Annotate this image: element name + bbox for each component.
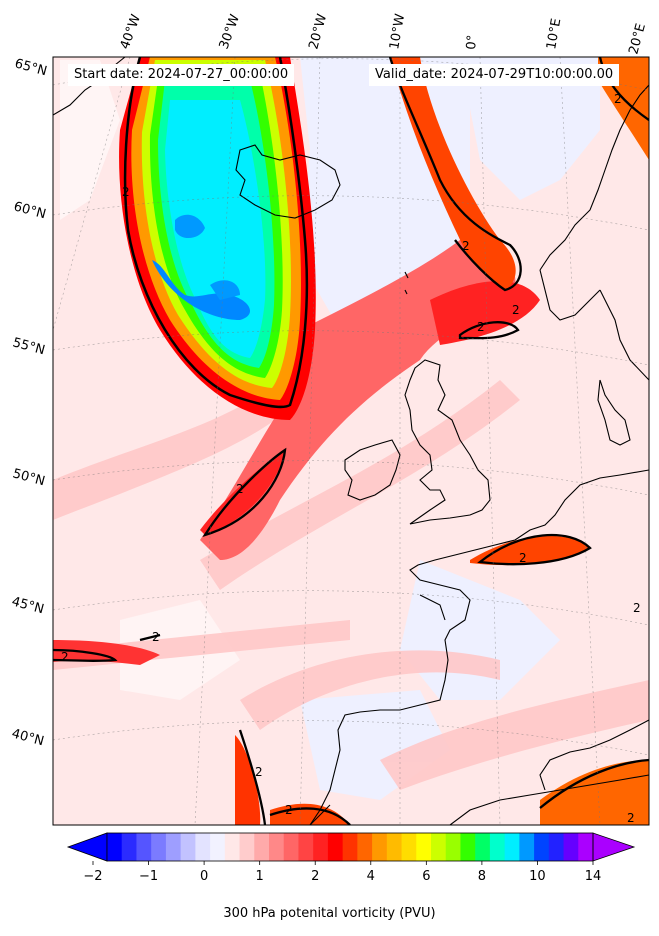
start-date-label: Start date: 2024-07-27_00:00:00 bbox=[68, 64, 295, 86]
colorbar-swatch bbox=[283, 833, 299, 861]
lat-label-50n: 50°N bbox=[11, 466, 47, 489]
lat-label-60n: 60°N bbox=[12, 199, 48, 222]
lon-label-0: 0° bbox=[464, 34, 480, 50]
colorbar-swatch bbox=[416, 833, 432, 861]
colorbar-swatch bbox=[136, 833, 152, 861]
contour-label-5: 2 bbox=[236, 482, 244, 496]
colorbar-swatch bbox=[151, 833, 167, 861]
lon-label-10w: 10°W bbox=[387, 13, 408, 51]
denmark-coast bbox=[597, 379, 631, 446]
contour-label-6: 2 bbox=[519, 551, 527, 565]
colorbar-swatch bbox=[578, 833, 594, 861]
colorbar-tick-label: −2 bbox=[83, 869, 102, 884]
map-frame bbox=[52, 56, 650, 826]
colorbar-swatch bbox=[107, 833, 123, 861]
colorbar-swatch bbox=[269, 833, 285, 861]
lat-label-55n: 55°N bbox=[11, 335, 47, 358]
colorbar-swatch bbox=[372, 833, 388, 861]
colorbar-swatch bbox=[431, 833, 447, 861]
contour-label-10: 2 bbox=[285, 803, 293, 817]
colorbar-extend-high bbox=[592, 832, 636, 862]
contour-label-12: 2 bbox=[633, 601, 641, 615]
colorbar-swatch bbox=[519, 833, 535, 861]
colorbar-swatch bbox=[239, 833, 255, 861]
contour-label-4: 2 bbox=[512, 303, 520, 317]
colorbar-swatch bbox=[224, 833, 241, 861]
contours-2pvu bbox=[53, 57, 649, 825]
colorbar-title: 300 hPa potenital vorticity (PVU) bbox=[223, 906, 436, 921]
colorbar-swatch bbox=[165, 833, 182, 861]
lon-label-30w: 30°W bbox=[217, 12, 243, 51]
colorbar-swatch bbox=[489, 833, 506, 861]
contour-label-3: 2 bbox=[477, 320, 485, 334]
iceland-coast bbox=[235, 144, 341, 219]
colorbar-swatch bbox=[563, 833, 579, 861]
colorbar-tick-label: 0 bbox=[200, 869, 208, 884]
colorbar-swatch bbox=[180, 833, 196, 861]
colorbar-swatch bbox=[121, 833, 137, 861]
contour-label-7: 2 bbox=[152, 630, 160, 644]
colorbar-tick-label: 10 bbox=[529, 869, 546, 884]
graticule bbox=[53, 57, 649, 825]
colorbar-extend-low bbox=[66, 832, 108, 862]
ireland-coast bbox=[344, 439, 401, 501]
latitude-labels: 65°N 60°N 55°N 50°N 45°N 40°N bbox=[10, 56, 49, 749]
pv-trough bbox=[119, 57, 316, 420]
colorbar-swatch bbox=[313, 833, 329, 861]
lat-label-45n: 45°N bbox=[10, 594, 46, 617]
colorbar-tick-label: 14 bbox=[585, 869, 602, 884]
colorbar-tick-label: 6 bbox=[422, 869, 430, 884]
map-area: 2 2 2 2 2 2 2 2 2 2 2 2 2 bbox=[53, 57, 649, 825]
colorbar: −2 −1 0 1 2 4 6 8 10 14 bbox=[66, 832, 636, 884]
contour-label-11: 2 bbox=[627, 811, 635, 825]
contour-label-13: 2 bbox=[614, 92, 622, 106]
lat-label-65n: 65°N bbox=[13, 56, 49, 79]
colorbar-tick-label: 4 bbox=[367, 869, 375, 884]
contour-labels: 2 2 2 2 2 2 2 2 2 2 2 2 2 bbox=[61, 92, 641, 825]
colorbar-swatch bbox=[460, 833, 476, 861]
lon-label-20e: 20°E bbox=[626, 22, 649, 56]
continent-coast bbox=[309, 469, 649, 825]
colorbar-swatch bbox=[298, 833, 314, 861]
colorbar-tick-label: 1 bbox=[256, 869, 264, 884]
lon-label-20w: 20°W bbox=[306, 12, 330, 51]
colorbar-swatch bbox=[504, 833, 520, 861]
colorbar-swatch bbox=[534, 833, 550, 861]
contour-label-8: 2 bbox=[61, 650, 69, 664]
colorbar-swatch bbox=[342, 833, 358, 861]
lon-label-40w: 40°W bbox=[118, 12, 144, 51]
colorbar-tick-label: 8 bbox=[478, 869, 486, 884]
lat-label-40n: 40°N bbox=[10, 726, 46, 749]
norway-coast bbox=[539, 84, 649, 271]
colorbar-swatch bbox=[401, 833, 417, 861]
lon-label-10e: 10°E bbox=[544, 17, 564, 50]
great-britain-coast bbox=[404, 359, 491, 525]
contour-label-9: 2 bbox=[255, 765, 263, 779]
colorbar-swatch bbox=[327, 833, 344, 861]
coastlines bbox=[53, 57, 649, 825]
colorbar-swatch bbox=[475, 833, 491, 861]
valid-date-label: Valid_date: 2024-07-29T10:00:00.00 bbox=[369, 64, 620, 86]
colorbar-swatch bbox=[254, 833, 270, 861]
colorbar-swatch bbox=[210, 833, 226, 861]
colorbar-tick-label: −1 bbox=[139, 869, 158, 884]
contour-label-2: 2 bbox=[462, 239, 470, 253]
longitude-labels: 40°W 30°W 20°W 10°W 0° 10°E 20°E bbox=[118, 12, 649, 56]
colorbar-frame bbox=[106, 832, 594, 862]
colorbar-swatch bbox=[548, 833, 565, 861]
colorbar-swatch bbox=[386, 833, 403, 861]
colorbar-swatch bbox=[195, 833, 211, 861]
contour-label-1: 2 bbox=[122, 185, 130, 199]
colorbar-swatch bbox=[357, 833, 373, 861]
colorbar-swatch bbox=[445, 833, 461, 861]
colorbar-tick-label: 2 bbox=[311, 869, 319, 884]
